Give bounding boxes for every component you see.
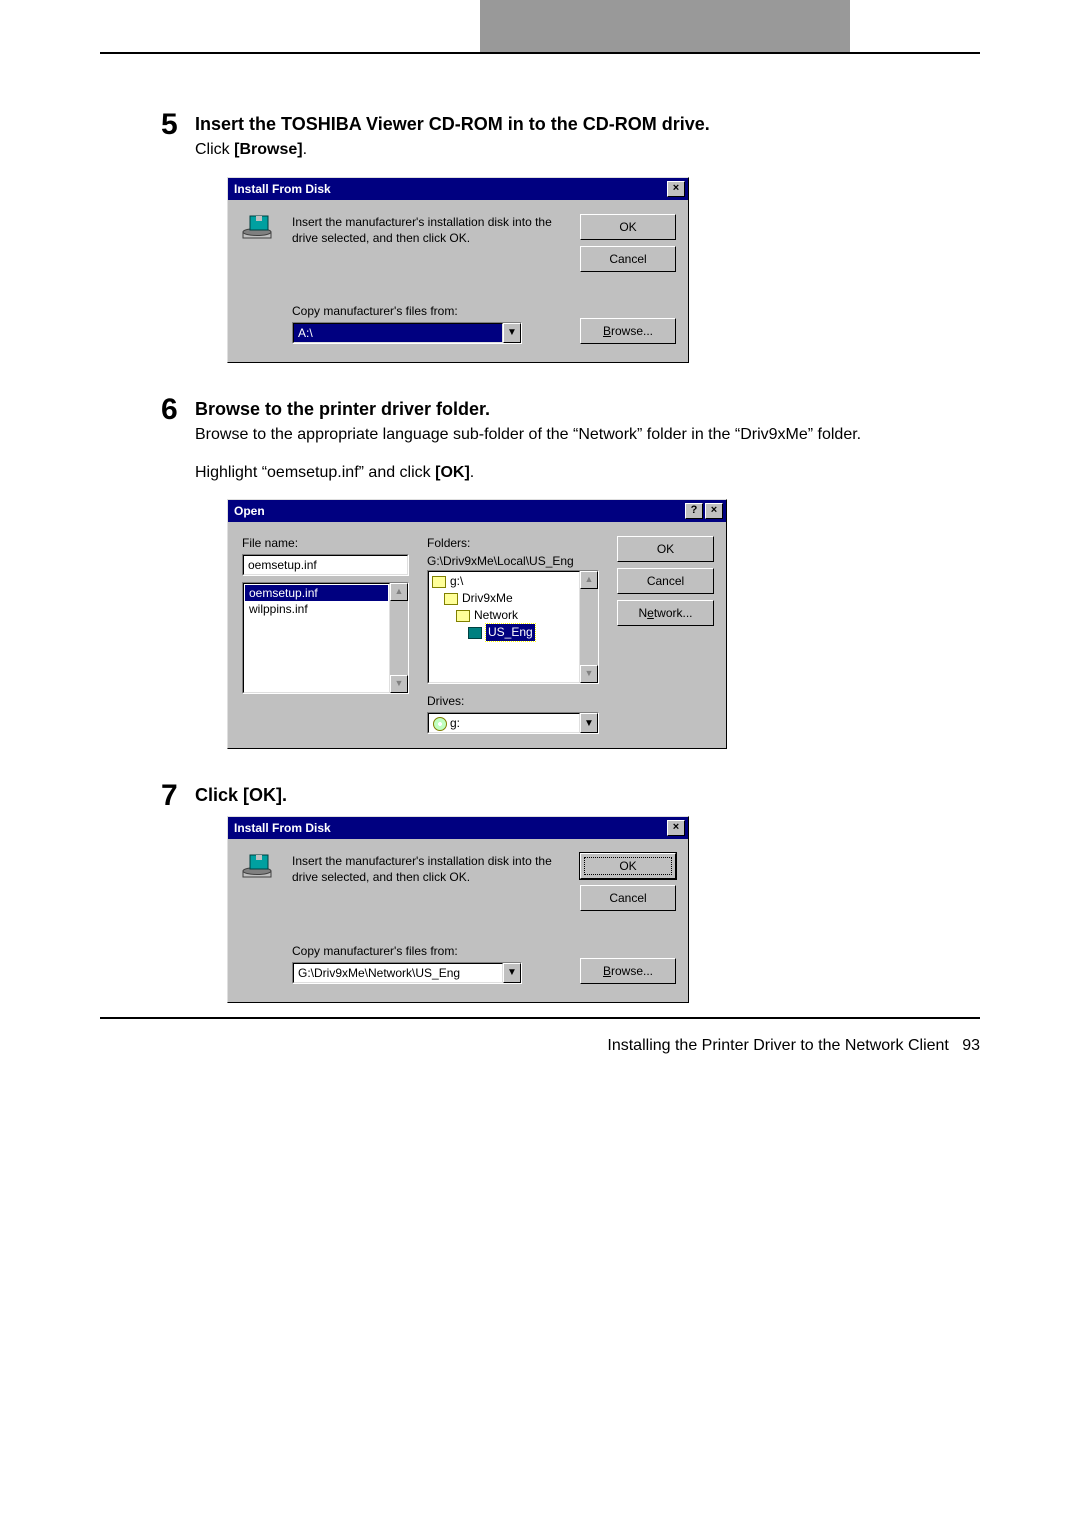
step-5-body-bold: [Browse]	[234, 141, 302, 158]
folder-icon	[456, 610, 470, 622]
close-icon[interactable]: ×	[667, 181, 685, 197]
tree-item-label: g:\	[450, 573, 463, 590]
cancel-button[interactable]: Cancel	[580, 885, 676, 911]
file-name-input[interactable]	[242, 554, 409, 576]
step-6-title: Browse to the printer driver folder.	[195, 399, 980, 420]
list-item[interactable]: oemsetup.inf	[245, 585, 388, 601]
step-5-body-post: .	[303, 141, 307, 158]
browse-button[interactable]: Browse...	[580, 958, 676, 984]
scroll-up-icon[interactable]: ▲	[580, 571, 598, 589]
cancel-button[interactable]: Cancel	[617, 568, 714, 594]
step-6-number: 6	[161, 393, 178, 427]
folder-icon	[468, 627, 482, 639]
list-item[interactable]: wilppins.inf	[245, 601, 388, 617]
header-gray-block	[480, 0, 850, 52]
chevron-down-icon[interactable]: ▼	[503, 323, 521, 343]
copy-path-value: A:\	[293, 323, 503, 343]
step-6-body2-post: .	[470, 464, 474, 481]
scrollbar[interactable]: ▲ ▼	[580, 571, 598, 683]
tree-item[interactable]: Network	[430, 607, 578, 624]
copy-path-combo[interactable]: G:\Driv9xMe\Network\US_Eng ▼	[292, 962, 522, 984]
folders-label: Folders:	[427, 536, 599, 550]
drives-label: Drives:	[427, 694, 599, 708]
disk-icon	[240, 853, 280, 893]
tree-item-label: US_Eng	[486, 624, 535, 641]
install-from-disk-dialog-1: Install From Disk × Insert the manufactu…	[227, 177, 689, 363]
scroll-down-icon[interactable]: ▼	[390, 675, 408, 693]
step-5-body: Click [Browse].	[195, 139, 980, 161]
close-icon[interactable]: ×	[667, 820, 685, 836]
dialog-message: Insert the manufacturer's installation d…	[292, 214, 568, 246]
cancel-button[interactable]: Cancel	[580, 246, 676, 272]
step-5: 5 Insert the TOSHIBA Viewer CD-ROM in to…	[195, 114, 980, 363]
drives-value: g:	[428, 713, 580, 733]
step-6: 6 Browse to the printer driver folder. B…	[195, 399, 980, 749]
ok-button[interactable]: OK	[580, 853, 676, 879]
chevron-down-icon[interactable]: ▼	[503, 963, 521, 983]
step-5-body-pre: Click	[195, 141, 234, 158]
copy-from-label: Copy manufacturer's files from:	[292, 944, 568, 958]
folder-tree[interactable]: g:\Driv9xMeNetworkUS_Eng ▲ ▼	[427, 570, 599, 684]
tree-item[interactable]: Driv9xMe	[430, 590, 578, 607]
step-7: 7 Click [OK]. Install From Disk ×	[195, 785, 980, 1002]
dialog-titlebar: Install From Disk ×	[228, 817, 688, 839]
copy-from-label: Copy manufacturer's files from:	[292, 304, 568, 318]
footer-page: 93	[962, 1037, 980, 1054]
disk-icon	[240, 214, 280, 254]
step-6-body2-bold: [OK]	[435, 464, 470, 481]
dialog-message: Insert the manufacturer's installation d…	[292, 853, 568, 885]
bottom-rule	[100, 1017, 980, 1019]
tree-item-label: Driv9xMe	[462, 590, 513, 607]
file-name-label: File name:	[242, 536, 409, 550]
dialog-title: Install From Disk	[234, 821, 331, 835]
chevron-down-icon[interactable]: ▼	[580, 713, 598, 733]
cd-icon	[433, 717, 447, 731]
dialog-titlebar: Install From Disk ×	[228, 178, 688, 200]
page-footer: Installing the Printer Driver to the Net…	[607, 1037, 980, 1055]
tree-item[interactable]: US_Eng	[430, 624, 578, 641]
open-title: Open	[234, 504, 265, 518]
copy-path-combo[interactable]: A:\ ▼	[292, 322, 522, 344]
scroll-down-icon[interactable]: ▼	[580, 665, 598, 683]
open-titlebar: Open ? ×	[228, 500, 726, 522]
step-6-body2-pre: Highlight “oemsetup.inf” and click	[195, 464, 435, 481]
header-area	[0, 0, 1080, 52]
step-5-title: Insert the TOSHIBA Viewer CD-ROM in to t…	[195, 114, 980, 135]
browse-button[interactable]: Browse...	[580, 318, 676, 344]
network-button[interactable]: Network...	[617, 600, 714, 626]
install-from-disk-dialog-2: Install From Disk × Insert the manufactu…	[227, 816, 689, 1002]
file-name-field[interactable]	[243, 555, 408, 575]
file-list[interactable]: oemsetup.inf wilppins.inf ▲ ▼	[242, 582, 409, 694]
tree-item-label: Network	[474, 607, 518, 624]
step-6-body2: Highlight “oemsetup.inf” and click [OK].	[195, 462, 980, 484]
scroll-up-icon[interactable]: ▲	[390, 583, 408, 601]
step-7-number: 7	[161, 779, 178, 813]
step-7-title: Click [OK].	[195, 785, 980, 806]
tree-item[interactable]: g:\	[430, 573, 578, 590]
help-icon[interactable]: ?	[685, 503, 703, 519]
open-dialog: Open ? × File name: oemsetup.inf	[227, 499, 727, 749]
scrollbar[interactable]: ▲ ▼	[390, 583, 408, 693]
folders-path: G:\Driv9xMe\Local\US_Eng	[427, 554, 599, 568]
ok-button[interactable]: OK	[580, 214, 676, 240]
folder-icon	[444, 593, 458, 605]
folder-icon	[432, 576, 446, 588]
close-icon[interactable]: ×	[705, 503, 723, 519]
step-6-body1: Browse to the appropriate language sub-f…	[195, 424, 980, 446]
step-5-number: 5	[161, 108, 178, 142]
ok-button[interactable]: OK	[617, 536, 714, 562]
copy-path-value: G:\Driv9xMe\Network\US_Eng	[293, 963, 503, 983]
drives-combo[interactable]: g: ▼	[427, 712, 599, 734]
footer-text: Installing the Printer Driver to the Net…	[607, 1037, 948, 1054]
dialog-title: Install From Disk	[234, 182, 331, 196]
